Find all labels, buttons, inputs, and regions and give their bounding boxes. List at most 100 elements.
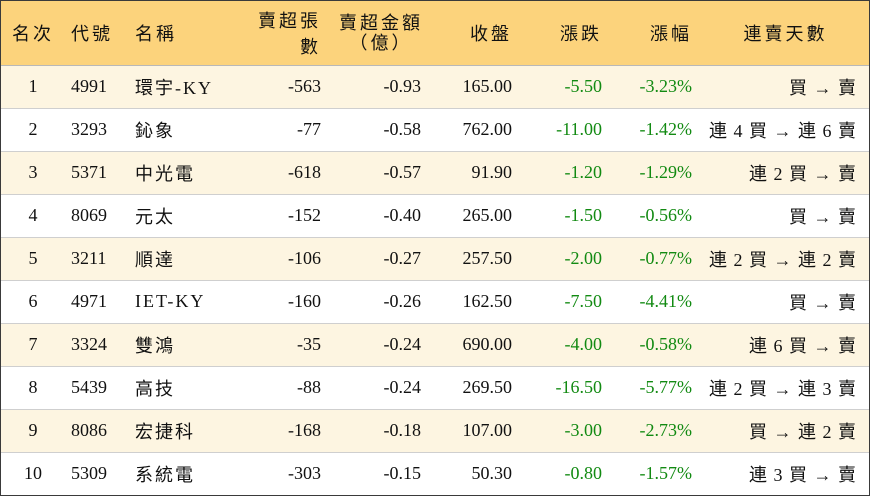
cell-net-sell-amount: -0.15 [383, 463, 422, 484]
header-name[interactable]: 名稱 [131, 1, 247, 66]
cell-name[interactable]: 系統電 [135, 464, 195, 485]
cell-close: 107.00 [462, 420, 513, 440]
table-row[interactable]: 6 4971 IET-KY -160 -0.26 162.50 -7.50 -4.41% 買 →… [1, 280, 869, 323]
cell-rank: 6 [28, 291, 38, 311]
cell-close: 690.00 [462, 334, 513, 354]
cell-change: -0.80 [564, 463, 603, 484]
cell-streak: 連 4 買 → 連 6 賣 [709, 120, 857, 141]
cell-code[interactable]: 8069 [71, 205, 107, 225]
cell-name[interactable]: 宏捷科 [135, 421, 195, 442]
cell-change: -5.50 [564, 76, 603, 96]
cell-net-sell-amount: -0.57 [383, 162, 422, 182]
cell-change-pct: -1.42% [639, 119, 693, 139]
cell-close: 257.50 [462, 248, 513, 268]
header-net-sell-amount-label: 賣超金額 [339, 12, 423, 33]
cell-rank: 5 [28, 248, 38, 268]
cell-rank: 10 [24, 463, 42, 484]
cell-change: -4.00 [564, 334, 603, 354]
cell-change: -3.00 [564, 420, 603, 440]
cell-net-sell-amount: -0.24 [383, 334, 422, 354]
cell-change-pct: -1.57% [639, 463, 693, 484]
cell-change-pct: -0.77% [639, 248, 693, 268]
cell-net-sell-amount: -0.40 [383, 205, 422, 225]
cell-change-pct: -4.41% [639, 291, 693, 311]
cell-change-pct: -3.23% [639, 76, 693, 96]
cell-name[interactable]: 雙鴻 [135, 335, 175, 356]
cell-change-pct: -2.73% [639, 420, 693, 440]
cell-change: -11.00 [556, 119, 602, 139]
cell-change-pct: -1.29% [639, 162, 693, 182]
cell-rank: 3 [28, 162, 38, 182]
cell-name[interactable]: 順達 [135, 249, 175, 270]
table-row[interactable]: 7 3324 雙鴻 -35 -0.24 690.00 -4.00 -0.58% 連 6 買 → … [1, 323, 869, 366]
cell-name[interactable]: 鈊象 [135, 120, 175, 141]
cell-close: 162.50 [462, 291, 513, 311]
cell-change-pct: -5.77% [639, 377, 693, 397]
cell-code[interactable]: 5309 [71, 463, 107, 484]
cell-close: 91.90 [471, 162, 513, 182]
header-net-sell-amount-unit: （億） [349, 32, 413, 53]
table-row[interactable]: 4 8069 元太 -152 -0.40 265.00 -1.50 -0.56% 買 → 賣 [1, 194, 869, 237]
table-row[interactable]: 2 3293 鈊象 -77 -0.58 762.00 -11.00 -1.42% 連 4 買 →… [1, 108, 869, 151]
cell-net-sell-lots: -168 [288, 420, 321, 440]
cell-net-sell-lots: -152 [288, 205, 321, 225]
cell-net-sell-amount: -0.24 [383, 377, 422, 397]
cell-net-sell-amount: -0.18 [383, 420, 422, 440]
table-row[interactable]: 9 8086 宏捷科 -168 -0.18 107.00 -3.00 -2.73% 買 → 連 … [1, 409, 869, 452]
cell-change: -16.50 [555, 377, 603, 397]
header-change-pct[interactable]: 漲幅 [612, 1, 702, 66]
cell-streak: 買 → 連 2 賣 [749, 421, 857, 442]
cell-name[interactable]: 環宇-KY [135, 77, 213, 98]
table-row[interactable]: 10 5309 系統電 -303 -0.15 50.30 -0.80 -1.57% 連 3 買 … [1, 452, 869, 495]
cell-net-sell-lots: -88 [297, 377, 321, 397]
table-body: 1 4991 環宇-KY -563 -0.93 165.00 -5.50 -3.23% 買 → … [1, 65, 869, 495]
cell-streak: 買 → 賣 [789, 77, 857, 98]
table-row[interactable]: 8 5439 高技 -88 -0.24 269.50 -16.50 -5.77% 連 2 買 →… [1, 366, 869, 409]
cell-name[interactable]: 高技 [135, 378, 175, 399]
cell-streak: 連 6 買 → 賣 [749, 335, 857, 356]
cell-rank: 7 [28, 334, 38, 354]
cell-net-sell-amount: -0.58 [383, 119, 422, 139]
table-row[interactable]: 1 4991 環宇-KY -563 -0.93 165.00 -5.50 -3.23% 買 → … [1, 65, 869, 108]
header-code[interactable]: 代號 [65, 1, 131, 66]
cell-name[interactable]: 中光電 [135, 163, 195, 184]
cell-close: 762.00 [462, 119, 513, 139]
cell-code[interactable]: 4971 [71, 291, 107, 311]
cell-net-sell-amount: -0.26 [383, 291, 422, 311]
header-net-sell-amount[interactable]: 賣超金額 （億） [331, 1, 431, 66]
cell-net-sell-lots: -303 [288, 463, 321, 484]
cell-change: -7.50 [564, 291, 603, 311]
table-row[interactable]: 5 3211 順達 -106 -0.27 257.50 -2.00 -0.77% 連 2 買 →… [1, 237, 869, 280]
cell-code[interactable]: 5439 [71, 377, 107, 397]
cell-close: 165.00 [462, 76, 513, 96]
header-rank[interactable]: 名次 [1, 1, 65, 66]
cell-code[interactable]: 3211 [71, 248, 107, 268]
cell-name[interactable]: IET-KY [135, 291, 206, 311]
cell-streak: 連 2 買 → 賣 [749, 163, 857, 184]
cell-code[interactable]: 3293 [71, 119, 107, 139]
cell-net-sell-lots: -160 [288, 291, 321, 311]
cell-code[interactable]: 8086 [71, 420, 107, 440]
table-row[interactable]: 3 5371 中光電 -618 -0.57 91.90 -1.20 -1.29% 連 2 買 →… [1, 151, 869, 194]
cell-name[interactable]: 元太 [135, 206, 175, 227]
header-net-sell-lots[interactable]: 賣超張數 [247, 1, 331, 66]
cell-rank: 8 [28, 377, 38, 397]
cell-streak: 買 → 賣 [789, 206, 857, 227]
cell-close: 265.00 [462, 205, 513, 225]
cell-change-pct: -0.58% [639, 334, 693, 354]
cell-net-sell-lots: -106 [288, 248, 321, 268]
cell-net-sell-amount: -0.93 [383, 76, 422, 96]
cell-streak: 連 2 買 → 連 2 賣 [709, 249, 857, 270]
header-streak[interactable]: 連賣天數 [702, 1, 869, 66]
cell-net-sell-amount: -0.27 [383, 248, 422, 268]
header-change[interactable]: 漲跌 [522, 1, 612, 66]
cell-code[interactable]: 3324 [71, 334, 107, 354]
cell-rank: 9 [28, 420, 38, 440]
header-close[interactable]: 收盤 [431, 1, 522, 66]
cell-code[interactable]: 4991 [71, 76, 107, 96]
cell-close: 50.30 [471, 463, 513, 484]
cell-close: 269.50 [462, 377, 513, 397]
cell-change: -1.20 [564, 162, 603, 182]
cell-code[interactable]: 5371 [71, 162, 107, 182]
